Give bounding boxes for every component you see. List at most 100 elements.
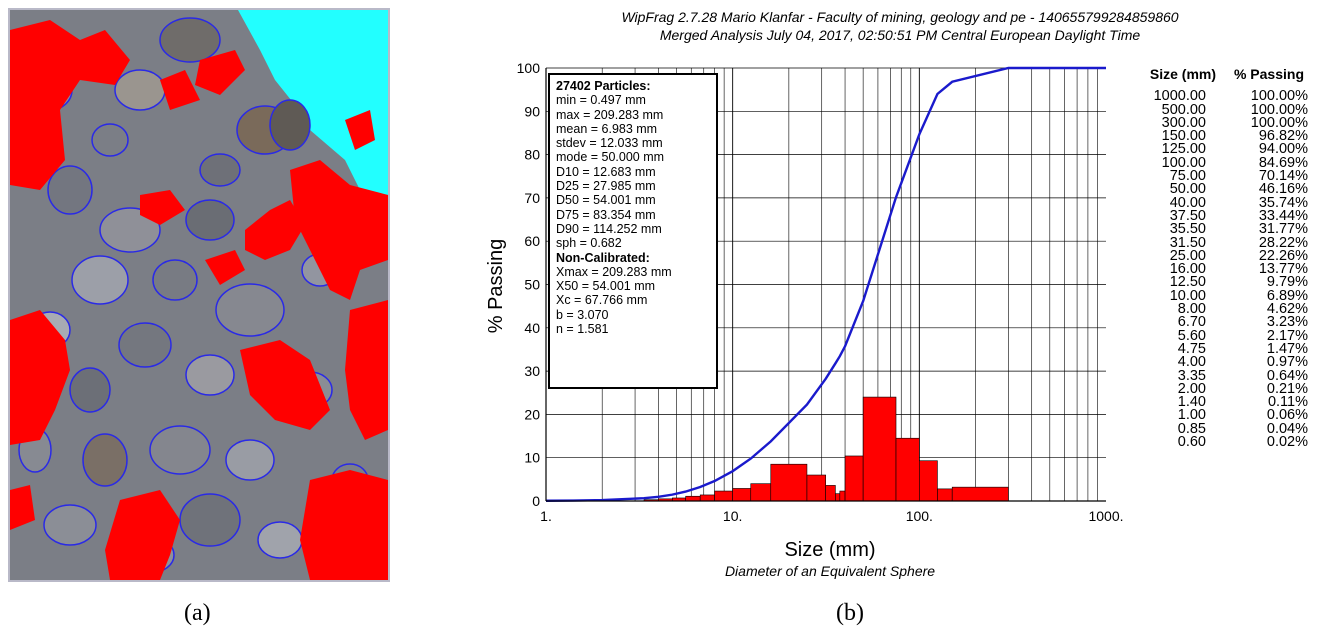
noncalibrated-lines: Xmax = 209.283 mm X50 = 54.001 mm Xc = 67.… [556, 265, 710, 336]
passing-cell: 94.00% [1258, 141, 1308, 158]
segmentation-overlay [10, 10, 388, 580]
histogram-bar [714, 490, 733, 502]
passing-cell: 0.97% [1266, 354, 1308, 371]
table-row: 16.00 13.77% [1130, 261, 1320, 278]
y-tick-label: 50 [524, 277, 540, 293]
size-cell: 150.00 [1161, 128, 1206, 145]
y-tick-label: 70 [524, 190, 540, 206]
caption-a: (a) [184, 600, 211, 626]
histogram-bar [806, 474, 826, 502]
chart-title-line-1: WipFrag 2.7.28 Mario Klanfar - Faculty o… [621, 9, 1179, 25]
histogram-bar [732, 488, 752, 502]
statistics-lines: min = 0.497 mm max = 209.283 mm mean = 6.9… [556, 93, 710, 250]
size-cell: 4.75 [1177, 340, 1206, 357]
y-tick-label: 60 [524, 233, 540, 249]
sky-region [238, 10, 388, 195]
noncalibrated-line: Xc = 67.766 mm [556, 293, 648, 308]
passing-cell: 3.23% [1266, 314, 1308, 331]
cumulative-passing-curve [545, 66, 1106, 502]
noncalibrated-title: Non-Calibrated: [556, 250, 650, 265]
passing-cell: 70.14% [1258, 168, 1308, 185]
x-tick-label: 1. [540, 508, 552, 524]
table-row: 25.00 22.26% [1130, 247, 1320, 264]
table-row: 1000.00 100.00% [1130, 88, 1320, 105]
table-row: 35.50 31.77% [1130, 221, 1320, 238]
size-cell: 6.70 [1177, 314, 1206, 331]
statistic-line: sph = 0.682 [556, 236, 622, 251]
passing-cell: 1.47% [1266, 340, 1308, 357]
caption-b: (b) [836, 600, 864, 626]
histogram-bar [839, 490, 846, 502]
statistic-line: max = 209.283 mm [556, 107, 664, 122]
passing-cell: 96.82% [1258, 128, 1308, 145]
table-row: 50.00 46.16% [1130, 182, 1320, 197]
y-tick-label: 40 [524, 320, 540, 336]
noncalibrated-line: b = 3.070 [556, 307, 609, 322]
statistic-line: min = 0.497 mm [556, 93, 646, 108]
statistic-line: mean = 6.983 mm [556, 121, 658, 136]
statistic-line: stdev = 12.033 mm [556, 136, 663, 151]
size-cell: 500.00 [1161, 101, 1206, 118]
passing-cell: 0.02% [1266, 434, 1308, 451]
noncalibrated-line: X50 = 54.001 mm [556, 279, 656, 294]
histogram-bar [835, 493, 841, 502]
statistic-line: D90 = 114.252 mm [556, 221, 662, 236]
size-cell: 300.00 [1161, 114, 1206, 131]
y-tick-label: 10 [524, 450, 540, 466]
cumulative-curve-group [545, 66, 1106, 502]
size-cell: 16.00 [1169, 261, 1206, 278]
passing-cell: 13.77% [1258, 261, 1308, 278]
table-row: 5.60 2.17% [1130, 327, 1320, 344]
table-row: 1.00 0.06% [1130, 407, 1320, 424]
noncalibrated-line: Xmax = 209.283 mm [556, 264, 672, 279]
histogram-bar [919, 460, 938, 502]
passing-cell: 0.04% [1266, 420, 1308, 437]
size-cell: 2.00 [1177, 380, 1206, 397]
y-tick-label: 30 [524, 363, 540, 379]
table-row: 150.00 96.82% [1130, 128, 1320, 145]
passing-column-header: % Passing [1233, 66, 1304, 82]
passing-cell: 0.21% [1266, 380, 1308, 397]
y-tick-label: 80 [524, 147, 540, 163]
passing-table: Size (mm) % Passing 1000.00 100.00% 500.00… [1130, 66, 1320, 451]
y-tick-label: 100 [517, 60, 541, 76]
x-axis-label: Size (mm) [784, 539, 875, 561]
table-row: 75.00 70.14% [1130, 168, 1320, 185]
particle-count: 27402 Particles: [556, 79, 651, 93]
table-row: 8.00 4.62% [1130, 301, 1320, 318]
passing-table-header: Size (mm) % Passing [1130, 66, 1320, 82]
chart-header: WipFrag 2.7.28 Mario Klanfar - Faculty o… [520, 8, 1280, 44]
table-row: 4.75 1.47% [1130, 340, 1320, 357]
size-cell: 12.50 [1169, 274, 1206, 291]
histogram-bar [685, 495, 701, 502]
size-cell: 1.00 [1177, 407, 1206, 424]
table-row: 100.00 84.69% [1130, 154, 1320, 171]
table-row: 37.50 33.44% [1130, 207, 1320, 224]
size-distribution-chart: 0 10 20 30 40 50 60 70 80 90 100 1. 10. 100. 1000. Siz… [485, 60, 1124, 579]
size-cell: 37.50 [1169, 207, 1206, 224]
size-cell: 75.00 [1169, 168, 1206, 185]
size-cell: 35.50 [1169, 221, 1206, 238]
statistic-line: D50 = 54.001 mm [556, 193, 656, 208]
passing-table-rows: 1000.00 100.00% 500.00 100.00% 300.00 100.00%… [1130, 88, 1320, 451]
fines-regions [10, 20, 388, 580]
table-row: 31.50 28.22% [1130, 234, 1320, 251]
size-cell: 25.00 [1169, 247, 1206, 264]
axes [545, 68, 1106, 502]
passing-cell: 28.22% [1258, 234, 1308, 251]
table-row: 6.70 3.23% [1130, 314, 1320, 331]
table-row: 10.00 6.89% [1130, 288, 1320, 303]
table-row: 2.00 0.21% [1130, 380, 1320, 397]
histogram-bar [951, 486, 1009, 502]
size-cell: 1000.00 [1153, 88, 1206, 105]
size-column-header: Size (mm) [1149, 66, 1216, 82]
passing-cell: 4.62% [1266, 301, 1308, 318]
statistic-line: D10 = 12.683 mm [556, 164, 656, 179]
passing-cell: 2.17% [1266, 327, 1308, 344]
table-row: 40.00 35.74% [1130, 195, 1320, 210]
size-cell: 100.00 [1161, 154, 1206, 171]
size-cell: 31.50 [1169, 234, 1206, 251]
size-cell: 125.00 [1161, 141, 1206, 158]
statistic-line: D75 = 83.354 mm [556, 207, 656, 222]
x-axis-sublabel: Diameter of an Equivalent Sphere [725, 563, 935, 579]
